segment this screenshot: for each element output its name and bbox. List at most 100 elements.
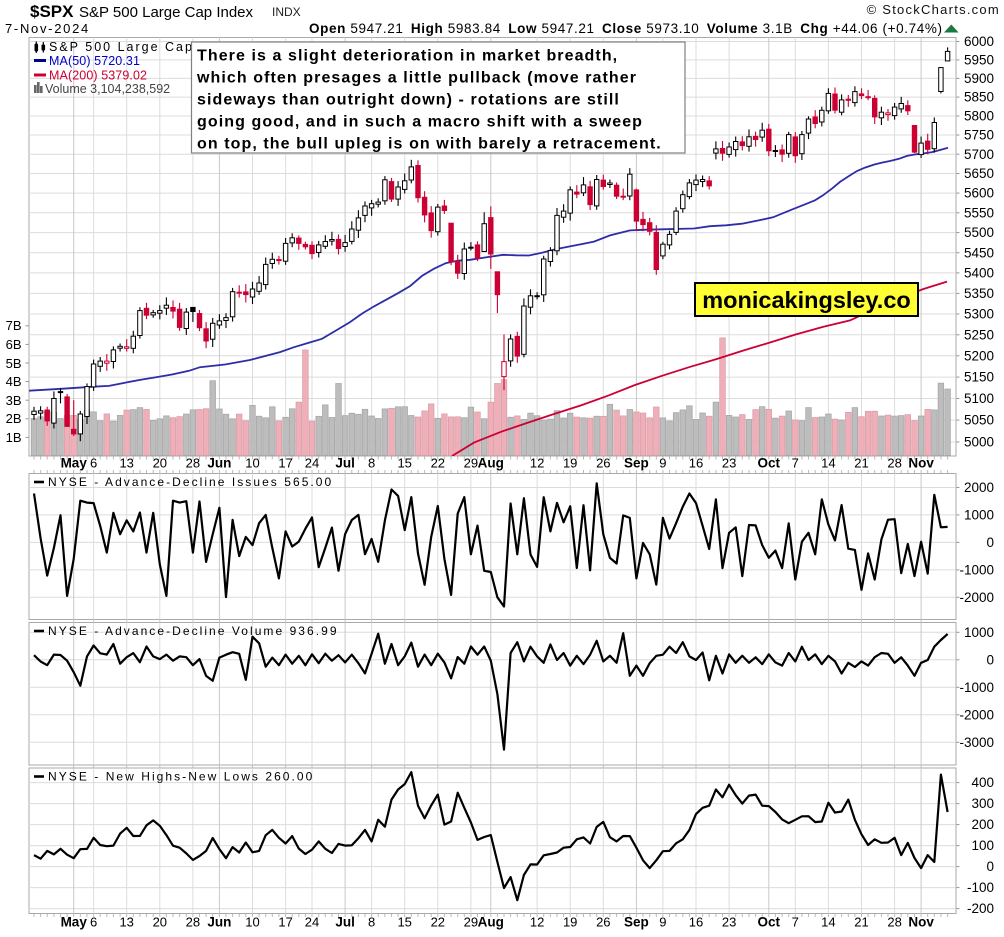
svg-text:12: 12 [530, 915, 544, 930]
svg-text:Volume 3,104,238,592: Volume 3,104,238,592 [45, 82, 170, 96]
svg-text:5500: 5500 [964, 225, 994, 240]
svg-text:8: 8 [368, 915, 375, 930]
svg-text:Jul: Jul [335, 915, 355, 930]
svg-text:going good, and in such a macr: going good, and in such a macro shift wi… [197, 114, 643, 131]
svg-text:8: 8 [368, 456, 375, 471]
svg-text:1000: 1000 [964, 625, 994, 640]
svg-text:15: 15 [397, 915, 411, 930]
svg-text:14: 14 [821, 915, 835, 930]
svg-text:12: 12 [530, 456, 544, 471]
svg-text:400: 400 [971, 775, 994, 790]
svg-text:-1000: -1000 [959, 563, 994, 578]
svg-text:Jun: Jun [207, 915, 231, 930]
svg-text:sideways than outright down) -: sideways than outright down) - rotations… [197, 92, 620, 109]
svg-text:MA(50) 5720.31: MA(50) 5720.31 [49, 54, 140, 68]
svg-text:on top, the bull upleg is on w: on top, the bull upleg is on with barely… [197, 136, 662, 153]
svg-text:© StockCharts.com: © StockCharts.com [867, 2, 1000, 17]
svg-text:5200: 5200 [964, 348, 994, 363]
svg-text:5050: 5050 [964, 413, 994, 428]
svg-text:6000: 6000 [964, 34, 994, 49]
svg-text:0: 0 [986, 859, 994, 874]
svg-text:-200: -200 [967, 901, 994, 916]
svg-text:20: 20 [153, 456, 167, 471]
svg-text:0: 0 [986, 652, 994, 667]
svg-text:200: 200 [971, 817, 994, 832]
svg-text:-100: -100 [967, 880, 994, 895]
svg-text:100: 100 [971, 838, 994, 853]
svg-text:24: 24 [305, 456, 319, 471]
svg-text:Aug: Aug [478, 915, 504, 930]
svg-text:S&P 500 Large Cap: S&P 500 Large Cap [49, 40, 194, 54]
svg-text:16: 16 [689, 915, 703, 930]
svg-text:5250: 5250 [964, 327, 994, 342]
svg-text:28: 28 [186, 915, 200, 930]
svg-text:Nov: Nov [908, 915, 934, 930]
svg-text:5350: 5350 [964, 286, 994, 301]
svg-text:4B: 4B [6, 374, 22, 389]
svg-text:300: 300 [971, 796, 994, 811]
svg-text:Open 5947.21 High 5983.84 Low: Open 5947.21 High 5983.84 Low 5947.21 Cl… [309, 21, 950, 36]
svg-text:5300: 5300 [964, 307, 994, 322]
svg-text:Aug: Aug [478, 456, 504, 471]
svg-text:Jun: Jun [207, 456, 231, 471]
svg-text:9: 9 [659, 456, 666, 471]
svg-text:-3000: -3000 [959, 735, 994, 750]
svg-text:1000: 1000 [964, 508, 994, 523]
svg-text:19: 19 [563, 915, 577, 930]
svg-text:5800: 5800 [964, 109, 994, 124]
svg-text:Sep: Sep [624, 456, 649, 471]
svg-text:5850: 5850 [964, 90, 994, 105]
svg-text:23: 23 [722, 915, 736, 930]
svg-text:7-Nov-2024: 7-Nov-2024 [5, 21, 90, 36]
svg-text:May: May [61, 915, 88, 930]
svg-text:Oct: Oct [758, 456, 781, 471]
svg-text:23: 23 [722, 456, 736, 471]
svg-text:3B: 3B [6, 393, 22, 408]
svg-text:5600: 5600 [964, 186, 994, 201]
svg-text:0: 0 [986, 535, 994, 550]
svg-text:5000: 5000 [964, 435, 994, 450]
svg-text:17: 17 [278, 915, 292, 930]
svg-text:$SPX: $SPX [30, 2, 74, 21]
svg-text:28: 28 [186, 456, 200, 471]
svg-text:29: 29 [464, 915, 478, 930]
svg-text:6B: 6B [6, 337, 22, 352]
svg-text:NYSE - Advance-Decline Issues: NYSE - Advance-Decline Issues 565.00 [48, 475, 333, 489]
svg-text:2B: 2B [6, 411, 22, 426]
svg-text:24: 24 [305, 915, 319, 930]
svg-text:Jul: Jul [335, 456, 355, 471]
svg-text:5400: 5400 [964, 266, 994, 281]
svg-text:2000: 2000 [964, 480, 994, 495]
svg-text:7: 7 [792, 456, 799, 471]
svg-text:MA(200) 5379.02: MA(200) 5379.02 [49, 69, 147, 83]
svg-text:28: 28 [887, 456, 901, 471]
svg-text:5700: 5700 [964, 147, 994, 162]
svg-text:-2000: -2000 [959, 707, 994, 722]
svg-text:22: 22 [431, 456, 445, 471]
svg-text:-1000: -1000 [959, 680, 994, 695]
svg-text:14: 14 [821, 456, 835, 471]
svg-text:5150: 5150 [964, 370, 994, 385]
svg-text:5750: 5750 [964, 128, 994, 143]
svg-text:S&P 500 Large Cap Index: S&P 500 Large Cap Index [79, 4, 254, 21]
svg-text:There is a slight deterioratio: There is a slight deterioration in marke… [197, 48, 618, 65]
svg-text:Oct: Oct [758, 915, 781, 930]
svg-text:7: 7 [792, 915, 799, 930]
svg-text:26: 26 [596, 456, 610, 471]
svg-text:26: 26 [596, 915, 610, 930]
svg-text:NYSE - New Highs-New Lows 260.: NYSE - New Highs-New Lows 260.00 [48, 770, 314, 784]
svg-text:Sep: Sep [624, 915, 649, 930]
svg-text:17: 17 [278, 456, 292, 471]
svg-text:9: 9 [659, 915, 666, 930]
svg-text:29: 29 [464, 456, 478, 471]
svg-text:6: 6 [90, 915, 97, 930]
svg-text:5550: 5550 [964, 205, 994, 220]
svg-text:10: 10 [245, 915, 259, 930]
svg-text:20: 20 [153, 915, 167, 930]
svg-text:INDX: INDX [272, 5, 301, 19]
svg-text:5900: 5900 [964, 71, 994, 86]
svg-text:28: 28 [887, 915, 901, 930]
svg-text:13: 13 [119, 915, 133, 930]
svg-text:5450: 5450 [964, 245, 994, 260]
svg-text:16: 16 [689, 456, 703, 471]
